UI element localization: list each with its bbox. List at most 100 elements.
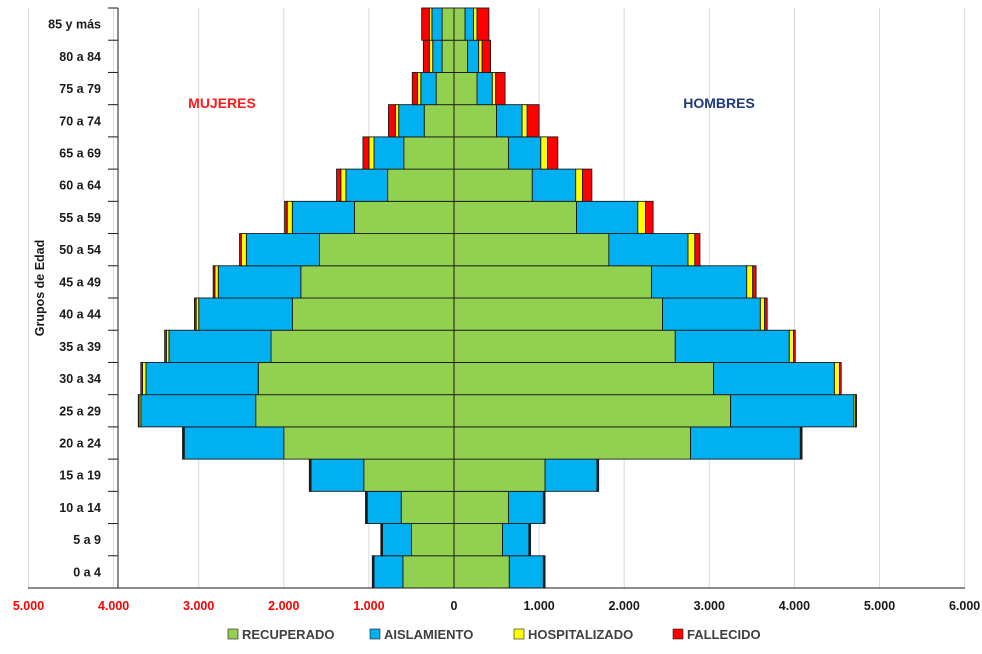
bar-mujeres-recuperado [319, 233, 455, 267]
age-group-labels: 0 a 4 5 a 9 10 a 14 15 a 19 20 a 24 25 a 29 30… [48, 18, 101, 580]
bar-mujeres-aislamiento [431, 7, 443, 41]
bar-mujeres-fallecido [212, 265, 216, 299]
bar-mujeres-recuperado [353, 200, 455, 235]
bar-mujeres-aislamiento [373, 555, 404, 589]
bar-mujeres-fallecido [140, 361, 143, 396]
bar-hombres-fallecido [800, 426, 803, 460]
bar-hombres-fallecido [543, 490, 546, 525]
bar-mujeres-fallecido [193, 297, 197, 331]
x-tick-label: 1.000 [523, 599, 554, 613]
bar-mujeres-recuperado [441, 39, 455, 73]
bar-mujeres-aislamiento [420, 71, 437, 106]
x-tick-label: 5.000 [13, 599, 44, 613]
age-group-label: 0 a 4 [73, 565, 101, 579]
legend: RECUPERADO AISLAMIENTO HOSPITALIZADO FALLEC… [227, 627, 761, 642]
bar-hombres-hospitalizado [759, 297, 766, 331]
bar-mujeres-aislamiento [183, 426, 285, 460]
bar-hombres-aislamiento [608, 233, 689, 267]
age-group-label: 10 a 14 [59, 501, 101, 515]
bar-mujeres-aislamiento [345, 168, 389, 202]
bar-hombres-recuperado [453, 329, 676, 363]
bar-hombres-hospitalizado [637, 200, 646, 235]
age-group-label: 25 a 29 [59, 404, 101, 418]
bar-mujeres-recuperado [255, 394, 455, 428]
age-group-label: 5 a 9 [73, 533, 101, 547]
bar-mujeres-aislamiento [245, 233, 320, 267]
bar-mujeres-recuperado [270, 329, 455, 363]
bar-mujeres-aislamiento [145, 361, 259, 396]
age-group-label: 65 a 69 [59, 147, 101, 161]
bar-mujeres-hospitalizado [416, 71, 422, 106]
bar-hombres-aislamiento [690, 426, 801, 460]
bar-hombres-recuperado [453, 265, 652, 299]
legend-swatch [227, 628, 239, 640]
bar-hombres-hospitalizado [473, 7, 478, 41]
x-tick-label: 1.000 [353, 599, 384, 613]
bar-mujeres-aislamiento [310, 458, 365, 492]
bar-hombres-aislamiento [713, 361, 835, 396]
bar-mujeres-hospitalizado [368, 136, 375, 170]
bar-hombres-aislamiento [476, 71, 493, 106]
bar-hombres-hospitalizado [575, 168, 583, 202]
age-group-label: 75 a 79 [59, 82, 101, 96]
bar-hombres-recuperado [453, 168, 533, 202]
age-group-label: 35 a 39 [59, 340, 101, 354]
axes [28, 7, 965, 589]
bar-mujeres-recuperado [283, 426, 455, 460]
x-tick-label: 2.000 [609, 599, 640, 613]
legend-swatch [513, 628, 525, 640]
bar-hombres-hospitalizado [746, 265, 754, 299]
bar-hombres-fallecido [694, 233, 701, 267]
bar-mujeres-recuperado [403, 136, 455, 170]
bar-hombres-fallecido [839, 361, 842, 396]
bar-mujeres-hospitalizado [286, 200, 293, 235]
bar-hombres-aislamiento [576, 200, 639, 235]
annotation-hombres: HOMBRES [683, 95, 755, 111]
bar-hombres-fallecido [526, 104, 540, 138]
bar-hombres-aislamiento [674, 329, 790, 363]
age-group-label: 50 a 54 [59, 243, 101, 257]
age-group-label: 30 a 34 [59, 372, 101, 386]
bar-mujeres-fallecido [239, 233, 242, 267]
bar-hombres-aislamiento [508, 555, 544, 589]
bar-hombres-hospitalizado [788, 329, 794, 363]
bar-mujeres-recuperado [411, 523, 455, 557]
bar-mujeres-aislamiento [366, 490, 402, 525]
y-axis-title: Grupos de Edad [33, 240, 47, 337]
bar-mujeres-recuperado [257, 361, 455, 396]
legend-swatch [369, 628, 381, 640]
x-tick-label: 4.000 [779, 599, 810, 613]
age-group-label: 40 a 44 [59, 308, 101, 322]
bar-hombres-aislamiento [508, 136, 542, 170]
bar-hombres-hospitalizado [478, 39, 483, 73]
bar-mujeres-aislamiento [398, 104, 425, 138]
bar-hombres-recuperado [453, 200, 577, 235]
bar-hombres-fallecido [793, 329, 796, 363]
x-tick-label: 5.000 [864, 599, 895, 613]
x-tick-label: 3.000 [694, 599, 725, 613]
bar-mujeres-hospitalizado [340, 168, 347, 202]
x-tick-label: 6.000 [949, 599, 980, 613]
bar-hombres-aislamiento [650, 265, 748, 299]
bar-hombres-recuperado [453, 555, 510, 589]
bar-mujeres-aislamiento [140, 394, 257, 428]
bar-hombres-recuperado [453, 136, 509, 170]
x-tick-label: 3.000 [183, 599, 214, 613]
bar-mujeres-fallecido [362, 136, 370, 170]
bar-hombres-aislamiento [730, 394, 855, 428]
bar-hombres-aislamiento [508, 490, 544, 525]
bar-mujeres-fallecido [308, 458, 311, 492]
bar-mujeres-recuperado [423, 104, 455, 138]
bars [137, 7, 857, 589]
legend-label: AISLAMIENTO [384, 627, 473, 642]
bar-mujeres-aislamiento [432, 39, 443, 73]
bar-hombres-aislamiento [496, 104, 523, 138]
bar-hombres-hospitalizado [521, 104, 528, 138]
bar-hombres-hospitalizado [833, 361, 840, 396]
bar-mujeres-aislamiento [291, 200, 355, 235]
bar-hombres-fallecido [547, 136, 559, 170]
bar-mujeres-fallecido [164, 329, 167, 363]
bar-hombres-fallecido [855, 394, 857, 428]
age-group-label: 60 a 64 [59, 179, 101, 193]
